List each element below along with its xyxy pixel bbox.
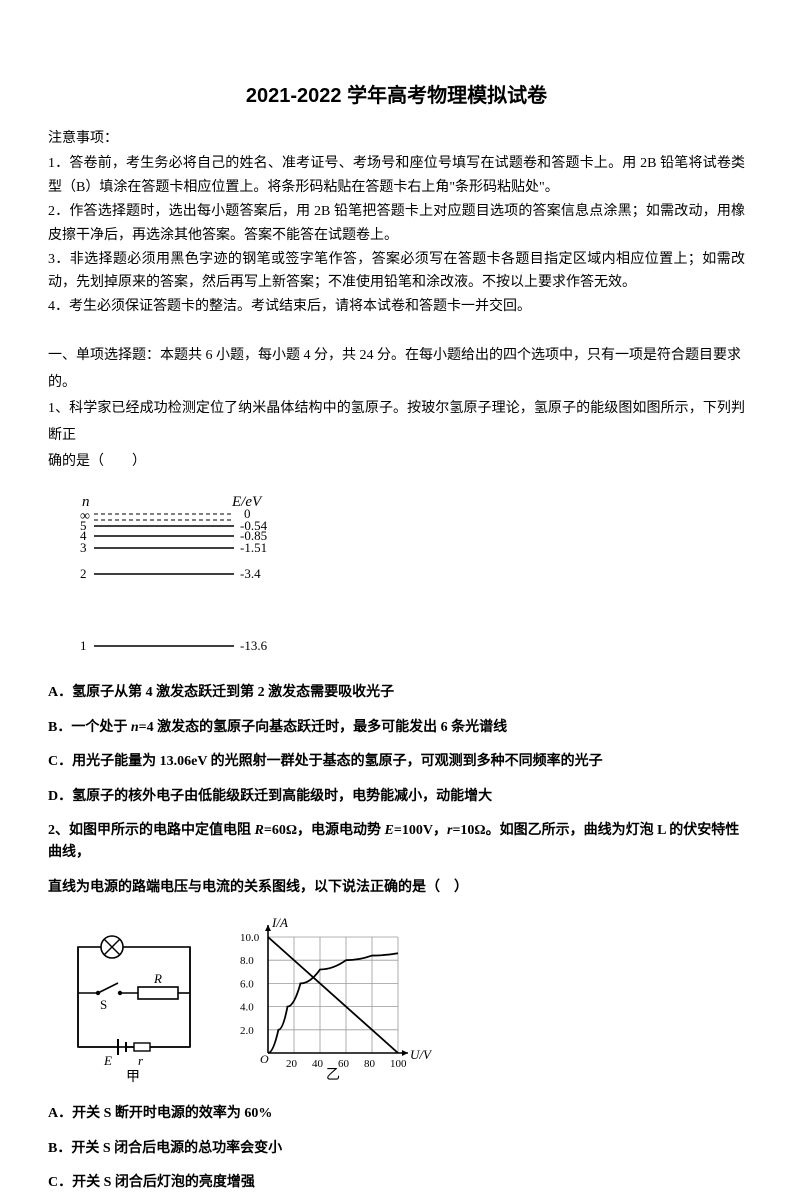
question-1-text-a: 1、科学家已经成功检测定位了纳米晶体结构中的氢原子。按玻尔氢原子理论，氢原子的能… [48,396,745,449]
n-axis-label: n [82,494,90,510]
level-2-n: 2 [80,566,87,581]
section-1-heading: 一、单项选择题：本题共 6 小题，每小题 4 分，共 24 分。在每小题给出的四… [48,343,745,396]
level-1-n: 1 [80,638,87,653]
svg-text:100: 100 [390,1058,407,1070]
q1-option-b: B．一个处于 n=4 激发态的氢原子向基态跃迁时，最多可能发出 6 条光谱线 [48,717,745,739]
svg-text:40: 40 [312,1058,324,1070]
circuit-switch-label: S [100,997,107,1012]
svg-text:6.0: 6.0 [240,978,254,990]
circuit-figure: L S R E r 甲 [64,933,204,1091]
question-2-text-b: 直线为电源的路端电压与电流的关系图线，以下说法正确的是（ ） [48,877,745,899]
svg-text:80: 80 [364,1058,376,1070]
svg-text:10.0: 10.0 [240,932,260,944]
svg-text:2.0: 2.0 [240,1025,254,1037]
circuit-emf-label: E [103,1053,112,1068]
q2-option-c: C．开关 S 闭合后灯泡的亮度增强 [48,1172,745,1194]
page-title: 2021-2022 学年高考物理模拟试卷 [48,80,745,112]
q1-option-a: A．氢原子从第 4 激发态跃迁到第 2 激发态需要吸收光子 [48,682,745,704]
notice-item-4: 4．考生必须保证答题卡的整洁。考试结束后，请将本试卷和答题卡一并交回。 [48,295,745,319]
level-1-e: -13.6 [240,638,268,653]
q2-option-a: A．开关 S 断开时电源的效率为 60% [48,1103,745,1125]
svg-text:4.0: 4.0 [240,1002,254,1014]
notice-heading: 注意事项： [48,128,745,150]
graph-y-label: I/A [271,915,288,930]
level-3-n: 3 [80,540,87,555]
circuit-r-label: r [138,1053,144,1068]
notice-item-1: 1．答卷前，考生务必将自己的姓名、准考证号、考场号和座位号填写在试题卷和答题卡上… [48,152,745,200]
question-2-text-a: 2、如图甲所示的电路中定值电阻 R=60Ω，电源电动势 E=100V，r=10Ω… [48,820,745,865]
graph-x-label: U/V [410,1047,432,1062]
level-3-e: -1.51 [240,540,267,555]
q1-option-c: C．用光子能量为 13.06eV 的光照射一群处于基态的氢原子，可观测到多种不同… [48,751,745,773]
level-2-e: -3.4 [240,566,261,581]
svg-text:O: O [260,1052,269,1066]
figure-1-label: 甲 [126,1070,140,1083]
energy-level-diagram: n E/eV ∞ 0 5 -0.54 4 -0.85 3 -1.51 2 -3.… [64,490,745,668]
q2-option-b: B．开关 S 闭合后电源的总功率会变小 [48,1138,745,1160]
circuit-lamp-label: L [108,933,116,936]
notice-item-3: 3．非选择题必须用黑色字迹的钢笔或签字笔作答，答案必须写在答题卡各题目指定区域内… [48,248,745,296]
iv-graph: I/A U/V O 2.04.06.08.010.0 20406080100 乙 [232,913,432,1091]
notice-item-2: 2．作答选择题时，选出每小题答案后，用 2B 铅笔把答题卡上对应题目选项的答案信… [48,200,745,248]
circuit-resistor-label: R [153,971,162,986]
figure-2-label: 乙 [326,1067,340,1083]
question-1-text-b: 确的是（ ） [48,449,745,476]
q1-option-d: D．氢原子的核外电子由低能级跃迁到高能级时，电势能减小，动能增大 [48,786,745,808]
svg-text:8.0: 8.0 [240,955,254,967]
svg-text:20: 20 [286,1058,298,1070]
